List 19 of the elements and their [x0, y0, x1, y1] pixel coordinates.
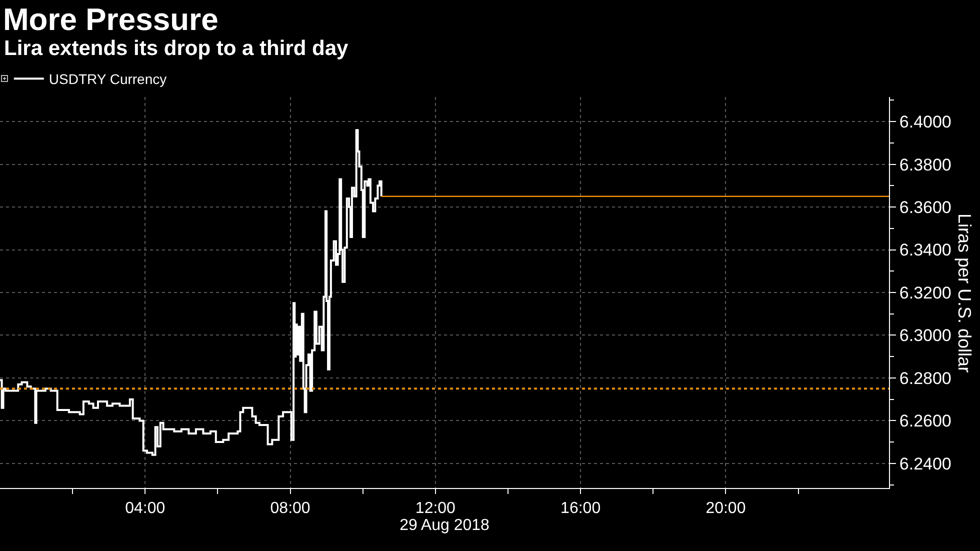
y-tick-label: 6.3800 [899, 155, 952, 174]
y-tick-label: 6.3400 [899, 240, 952, 260]
y-tick-label: 6.4000 [899, 112, 952, 132]
chart-subtitle: Lira extends its drop to a third day [4, 37, 349, 60]
x-tick-label: 12:00 [415, 500, 456, 518]
x-tick-label: 16:00 [560, 500, 601, 518]
y-tick-label: 6.2800 [899, 368, 952, 388]
y-axis-title: Liras per U.S. dollar [954, 214, 974, 373]
y-tick-label: 6.2600 [899, 412, 952, 431]
x-tick-label: 08:00 [270, 500, 310, 518]
y-tick-label: 6.2400 [899, 454, 952, 474]
y-tick-label: 6.3200 [899, 283, 952, 302]
chart-title: More Pressure [2, 2, 218, 37]
x-tick-label: 04:00 [125, 500, 166, 518]
y-tick-label: 6.3000 [899, 326, 952, 346]
y-tick-label: 6.3600 [899, 198, 952, 217]
x-axis-title: 29 Aug 2018 [400, 517, 490, 534]
x-tick-label: 20:00 [706, 500, 746, 518]
legend-label: USDTRY Currency [48, 71, 167, 88]
